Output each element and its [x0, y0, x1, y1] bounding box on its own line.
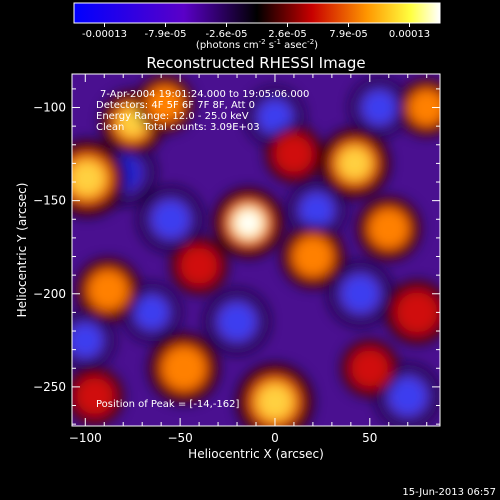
hot-spot-core [281, 141, 307, 167]
colorbar-ticks: -0.00013 -7.9e-05 -2.6e-05 2.6e-05 7.9e-05 0.… [82, 23, 430, 40]
hot-spot-core [186, 253, 212, 279]
hot-spot-core [93, 275, 123, 305]
cold-spot-core [219, 303, 256, 340]
hot-spot-core [413, 94, 440, 121]
y-tick-label: −250 [33, 380, 66, 394]
annotation-time: 7-Apr-2004 19:01:24.000 to 19:05:06.000 [100, 89, 309, 100]
rhessi-image [72, 74, 440, 426]
colorbar-tick-label: 7.9e-05 [329, 29, 367, 40]
hot-spot-core [72, 161, 105, 196]
y-tick-label: −100 [33, 101, 66, 115]
annotation-block: 7-Apr-2004 19:01:24.000 to 19:05:06.000 … [96, 89, 309, 133]
cold-spot-core [363, 91, 396, 124]
hot-spot-core [152, 90, 178, 117]
colorbar-tick-label: 0.00013 [389, 29, 430, 40]
x-tick-label: −50 [167, 431, 192, 445]
x-tick-label: 0 [271, 431, 279, 445]
footer-date: 15-Jun-2013 06:57 [402, 487, 496, 498]
hot-spot-core [298, 242, 328, 271]
axes: −100 −50 0 50 −100 −150 −200 −250 [33, 74, 440, 445]
hot-spot-core [338, 147, 371, 180]
hot-spot-core [81, 383, 108, 410]
colorbar-unit-label: (photons cm-2 s-1 asec-2) [196, 38, 318, 51]
x-tick-label: −100 [69, 431, 102, 445]
colorbar-tick-label: -7.9e-05 [145, 29, 187, 40]
y-tick-label: −150 [33, 194, 66, 208]
cold-spot-core [135, 296, 168, 329]
annotation-detectors: Detectors: 4F 5F 6F 7F 8F, Att 0 [96, 100, 255, 111]
y-tick-label: −200 [33, 287, 66, 301]
cold-spot-core [72, 324, 102, 357]
colorbar-tick-label: -2.6e-05 [206, 29, 248, 40]
x-tick-label: 50 [362, 431, 377, 445]
x-axis-label: Heliocentric X (arcsec) [188, 447, 324, 461]
colorbar-tick-label: -0.00013 [82, 29, 127, 40]
cold-spot-core [389, 378, 426, 415]
annotation-energy: Energy Range: 12.0 - 25.0 keV [96, 111, 249, 122]
cold-spot-core [342, 275, 379, 312]
annotation-clean: Clean Total counts: 3.09E+03 [96, 122, 260, 133]
cold-spot-core [300, 193, 333, 227]
hot-spot-core [403, 298, 432, 327]
cold-spot-core [152, 201, 189, 238]
hot-spot-core [374, 214, 404, 243]
hot-spot-core [168, 352, 200, 384]
colorbar: -0.00013 -7.9e-05 -2.6e-05 2.6e-05 7.9e-05 0.… [73, 2, 441, 51]
hot-spot-core [357, 355, 383, 382]
peak-position-label: Position of Peak = [-14,-162] [96, 399, 240, 410]
hot-spot-core [257, 384, 293, 419]
cold-spot-core [258, 100, 292, 134]
hot-spot-peak [239, 213, 258, 233]
y-axis-label: Heliocentric Y (arcsec) [15, 183, 29, 318]
chart-title: Reconstructed RHESSI Image [146, 54, 365, 72]
colorbar-gradient [73, 2, 441, 24]
colorbar-tick-label: 2.6e-05 [268, 29, 306, 40]
